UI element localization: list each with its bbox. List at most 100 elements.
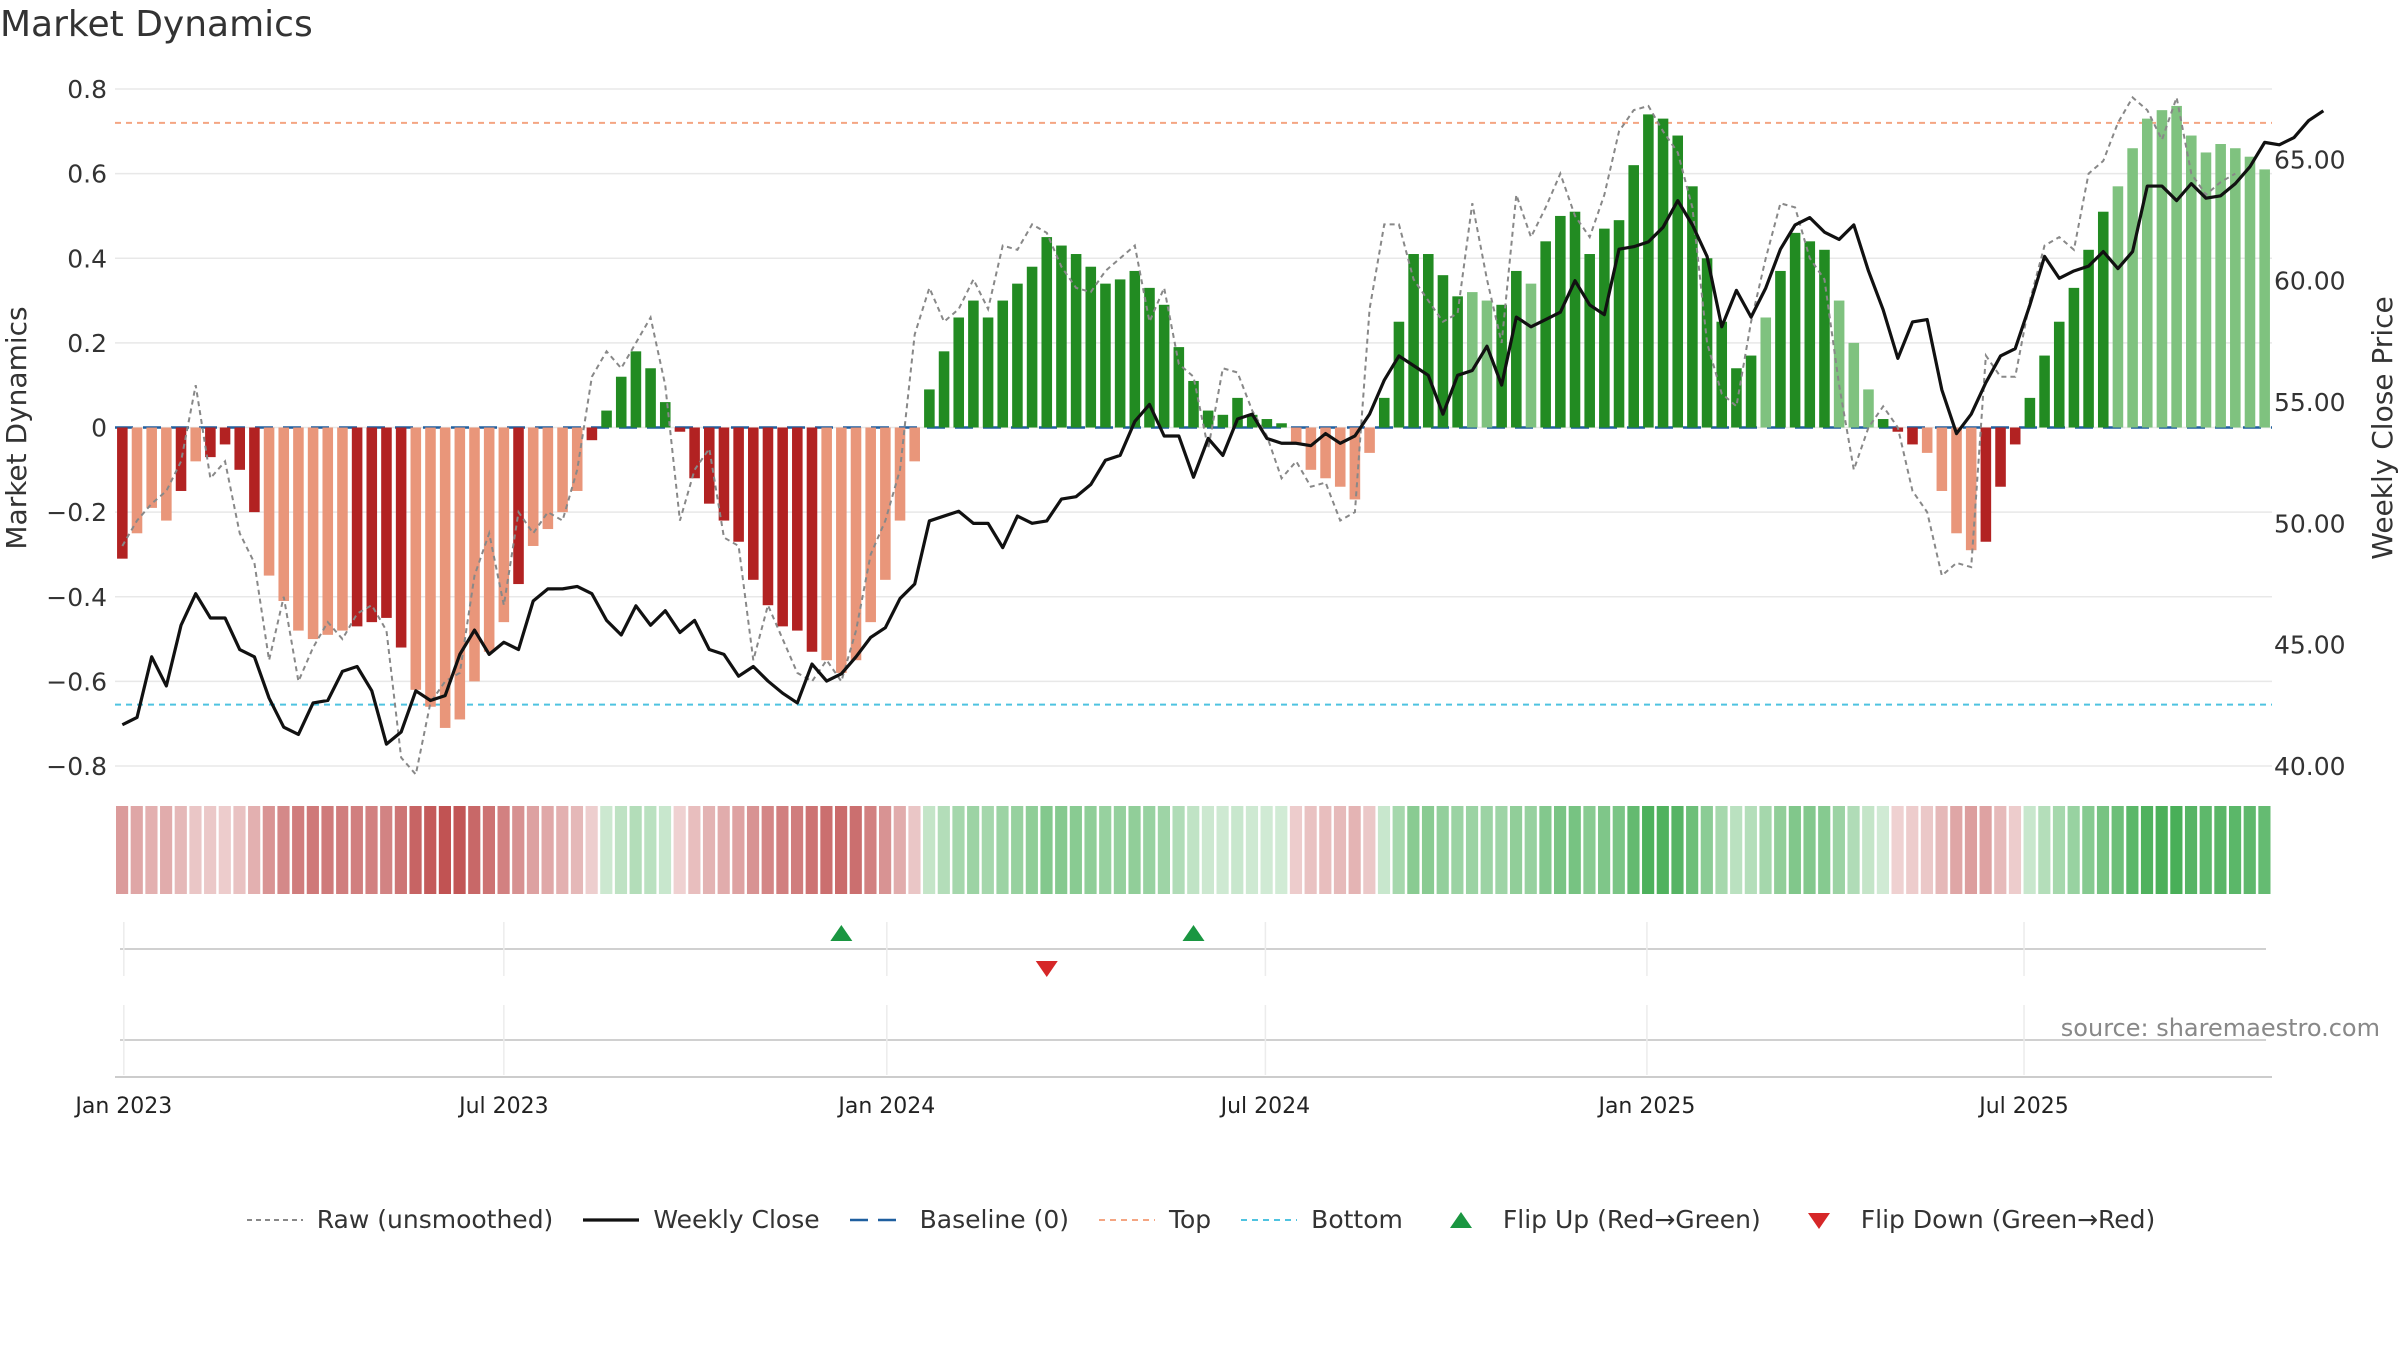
strip-cell: [1333, 806, 1347, 894]
market-dynamics-bar: [234, 427, 246, 470]
strip-cell: [2126, 806, 2139, 894]
strip-cell: [717, 806, 730, 894]
strip-cell: [1216, 806, 1229, 894]
strip-cell: [1025, 806, 1038, 894]
market-dynamics-bar: [1613, 220, 1625, 428]
market-dynamics-bar: [2053, 321, 2065, 428]
market-dynamics-bar: [894, 427, 906, 521]
legend-label: Bottom: [1311, 1205, 1403, 1234]
legend-swatch-flip-up: [1449, 1211, 1472, 1228]
market-dynamics-bar: [146, 427, 157, 508]
strip-cell: [644, 806, 657, 894]
market-dynamics-bar: [1202, 410, 1214, 428]
strip-cell: [776, 806, 789, 894]
strip-cell: [1862, 806, 1875, 894]
chart-title: Market Dynamics: [0, 4, 313, 45]
strip-cell: [1099, 806, 1112, 894]
market-dynamics-bar: [938, 351, 950, 428]
strip-cell: [746, 806, 760, 894]
market-dynamics-bar: [865, 427, 876, 623]
strip-cell: [424, 806, 437, 894]
y-right-tick-label: 60.00: [2274, 267, 2346, 296]
legend-swatch-bottom: [1241, 1218, 1298, 1221]
legend-swatch-flip-down: [1807, 1212, 1830, 1229]
market-dynamics-bar: [880, 427, 891, 580]
strip-cell: [1304, 806, 1317, 894]
legend-swatch-raw: [246, 1218, 303, 1221]
market-dynamics-bar: [1290, 427, 1302, 445]
market-dynamics-bar: [1276, 423, 1287, 428]
market-dynamics-bar: [968, 300, 979, 428]
market-dynamics-bar: [792, 427, 803, 631]
legend-label: Flip Up (Red→Green): [1502, 1205, 1761, 1234]
legend-label: Top: [1168, 1205, 1212, 1234]
market-dynamics-bar: [2024, 397, 2036, 428]
strip-cell: [1113, 806, 1126, 894]
market-dynamics-bar: [1525, 283, 1537, 428]
y-left-tick-label: 0.2: [67, 329, 107, 358]
strip-cell: [1774, 806, 1787, 894]
strip-cell: [893, 806, 906, 894]
legend-item-flip-down: Flip Down (Green→Red): [1789, 1205, 2155, 1234]
strip-cell: [702, 806, 716, 894]
market-dynamics-bar: [1349, 427, 1361, 500]
strip-cell: [1011, 806, 1024, 894]
strip-cell: [438, 806, 451, 894]
legend-label: Weekly Close: [653, 1205, 820, 1234]
strip-cell: [629, 806, 642, 894]
strip-cell: [614, 806, 628, 894]
strip-cell: [1524, 806, 1537, 894]
market-dynamics-bar: [131, 427, 143, 534]
legend-label: Raw (unsmoothed): [316, 1205, 554, 1234]
y-left-tick-label: −0.8: [46, 752, 107, 781]
market-dynamics-bar: [1100, 283, 1111, 428]
strip-cell: [1847, 806, 1860, 894]
market-dynamics-bar: [2230, 148, 2241, 428]
strip-cell: [306, 806, 319, 894]
market-dynamics-bar: [674, 427, 686, 432]
market-dynamics-bar: [1378, 397, 1390, 428]
y-left-tick-label: −0.2: [46, 498, 107, 527]
strip-cell: [1289, 806, 1303, 894]
strip-cell: [835, 806, 848, 894]
market-dynamics-bar: [1907, 427, 1918, 445]
strip-cell: [1201, 806, 1215, 894]
strip-cell: [2052, 806, 2066, 894]
strip-cell: [908, 806, 921, 894]
strip-cell: [1832, 806, 1845, 894]
strip-cell: [2243, 806, 2256, 894]
strip-cell: [761, 806, 774, 894]
market-dynamics-bar: [263, 427, 275, 576]
market-dynamics-bar: [410, 427, 422, 690]
strip-cell: [1612, 806, 1625, 894]
market-dynamics-bar: [1599, 228, 1610, 428]
strip-cell: [1187, 806, 1200, 894]
strip-cell: [1069, 806, 1082, 894]
market-dynamics-bar: [1584, 254, 1595, 428]
strip-cell: [1803, 806, 1816, 894]
strip-cell: [1642, 806, 1655, 894]
market-dynamics-bar: [1496, 304, 1507, 428]
market-dynamics-bar: [2039, 355, 2050, 428]
market-dynamics-bar: [777, 427, 788, 627]
strip-cell: [1920, 806, 1934, 894]
strip-cell: [321, 806, 334, 894]
market-dynamics-bar: [1555, 215, 1566, 428]
strip-cell: [1656, 806, 1669, 894]
strip-cell: [2067, 806, 2080, 894]
weekly-close-line: [121, 109, 2325, 746]
strip-cell: [453, 806, 466, 894]
strip-cell: [1979, 806, 1992, 894]
y-left-tick-label: 0: [91, 414, 107, 443]
market-dynamics-bar: [469, 427, 480, 682]
market-dynamics-bar: [2112, 186, 2124, 428]
market-dynamics-bar: [2186, 135, 2197, 428]
strip-cell: [541, 806, 554, 894]
market-dynamics-bar: [762, 427, 774, 606]
market-dynamics-bar: [1041, 237, 1053, 428]
strip-cell: [1363, 806, 1376, 894]
market-dynamics-bar: [821, 427, 832, 661]
y-left-tick-label: −0.6: [46, 667, 107, 696]
market-dynamics-bar: [381, 427, 392, 618]
y-right-tick-label: 40.00: [2274, 752, 2346, 781]
